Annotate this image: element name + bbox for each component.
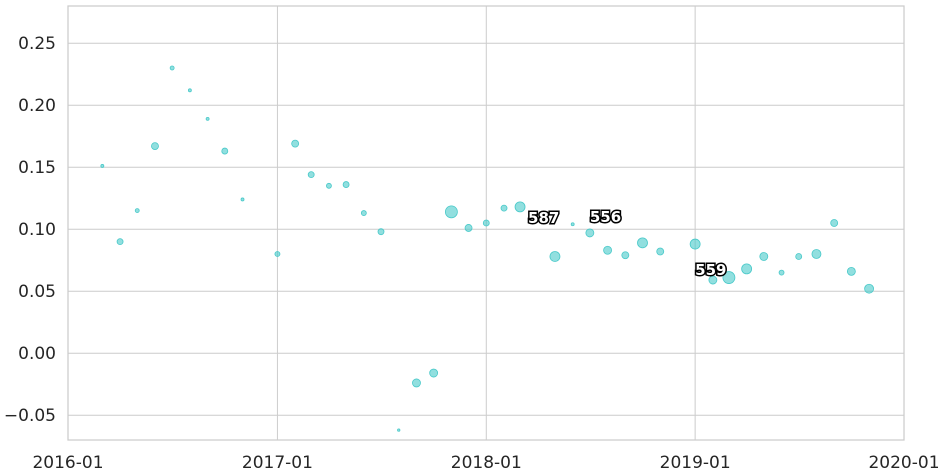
data-point — [326, 182, 332, 189]
plot-frame — [67, 5, 905, 441]
annotation-label: 556 — [590, 208, 621, 226]
data-point — [811, 249, 822, 259]
data-point — [116, 238, 124, 246]
data-point — [240, 197, 245, 202]
data-point — [397, 428, 401, 432]
data-point — [500, 204, 508, 212]
y-tick-label: 0.20 — [18, 96, 56, 116]
data-point — [464, 224, 473, 232]
data-point — [360, 210, 367, 216]
y-tick-label: −0.05 — [4, 406, 56, 426]
data-point — [722, 271, 736, 284]
y-tick-label: 0.15 — [18, 158, 56, 178]
data-point — [342, 181, 350, 188]
data-point — [377, 228, 385, 236]
data-point — [708, 275, 718, 285]
data-point — [795, 253, 803, 260]
data-point — [100, 164, 105, 168]
data-point — [205, 116, 210, 121]
data-point — [585, 228, 595, 238]
data-point — [637, 237, 648, 249]
x-tick-label: 2020-01 — [868, 453, 939, 473]
data-point — [778, 269, 785, 276]
point-annotations: 587 556 559 — [527, 206, 728, 280]
data-point — [656, 247, 665, 256]
x-tick-label: 2018-01 — [451, 453, 522, 473]
data-point — [134, 208, 140, 214]
data-point — [444, 205, 458, 219]
data-point — [307, 171, 315, 179]
data-points — [100, 65, 874, 432]
annotation-label: 559 — [695, 261, 726, 279]
y-axis-tick-labels: −0.05 0.00 0.05 0.10 0.15 0.20 0.25 — [4, 34, 56, 426]
x-tick-label: 2019-01 — [660, 453, 731, 473]
x-tick-label: 2016-01 — [32, 453, 103, 473]
data-point — [187, 88, 192, 93]
y-tick-label: 0.25 — [18, 34, 56, 54]
data-point — [514, 201, 526, 213]
y-tick-label: 0.00 — [18, 344, 56, 364]
y-tick-label: 0.05 — [18, 282, 56, 302]
data-point — [603, 245, 612, 255]
data-point — [549, 251, 561, 262]
data-point — [759, 252, 769, 261]
data-point — [846, 266, 856, 276]
data-point — [169, 65, 175, 71]
annotation-label: 587 — [528, 209, 559, 227]
data-point — [482, 219, 490, 227]
data-point — [221, 147, 229, 155]
y-tick-label: 0.10 — [18, 220, 56, 240]
data-point — [429, 368, 439, 378]
data-point — [291, 139, 300, 148]
x-axis-tick-labels: 2016-01 2017-01 2018-01 2019-01 2020-01 — [32, 453, 939, 473]
data-point — [621, 251, 630, 260]
data-point — [274, 251, 281, 257]
data-point — [570, 222, 575, 227]
data-point — [689, 238, 701, 250]
data-point — [830, 219, 839, 227]
data-point — [151, 142, 159, 151]
data-point — [412, 378, 421, 388]
data-point — [864, 283, 874, 294]
x-tick-label: 2017-01 — [242, 453, 313, 473]
data-point — [741, 263, 753, 275]
